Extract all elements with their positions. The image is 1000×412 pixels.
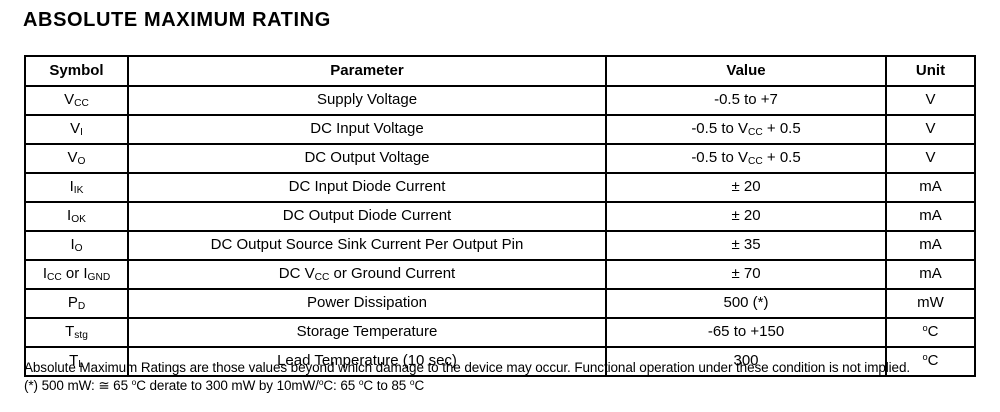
table-row: IOK DC Output Diode Current ± 20 mA	[24, 201, 976, 232]
unit-cell: mA	[885, 230, 976, 261]
table-row: Tstg Storage Temperature -65 to +150 oC	[24, 317, 976, 348]
unit-cell: mA	[885, 259, 976, 290]
symbol-cell: VCC	[24, 85, 129, 116]
symbol-cell: IOK	[24, 201, 129, 232]
parameter-cell: DC Output Voltage	[127, 143, 607, 174]
parameter-cell: Supply Voltage	[127, 85, 607, 116]
parameter-cell: DC VCC or Ground Current	[127, 259, 607, 290]
parameter-cell: DC Input Diode Current	[127, 172, 607, 203]
unit-cell: V	[885, 143, 976, 174]
value-cell: ± 20	[605, 172, 887, 203]
symbol-cell: Tstg	[24, 317, 129, 348]
unit-cell: V	[885, 85, 976, 116]
unit-cell: mA	[885, 201, 976, 232]
value-cell: ± 70	[605, 259, 887, 290]
column-header-value: Value	[605, 55, 887, 87]
unit-cell: oC	[885, 317, 976, 348]
symbol-cell: VO	[24, 143, 129, 174]
value-cell: -0.5 to +7	[605, 85, 887, 116]
table-row: PD Power Dissipation 500 (*) mW	[24, 288, 976, 319]
symbol-cell: IIK	[24, 172, 129, 203]
table-body: VCC Supply Voltage -0.5 to +7 V VI DC Input V…	[24, 85, 976, 377]
table-row: ICC or IGND DC VCC or Ground Current ± 70 m…	[24, 259, 976, 290]
table-row: VCC Supply Voltage -0.5 to +7 V	[24, 85, 976, 116]
value-cell: ± 20	[605, 201, 887, 232]
symbol-cell: ICC or IGND	[24, 259, 129, 290]
unit-cell: mA	[885, 172, 976, 203]
parameter-cell: DC Input Voltage	[127, 114, 607, 145]
footnote-general: Absolute Maximum Ratings are those value…	[24, 360, 911, 375]
table-row: VI DC Input Voltage -0.5 to VCC + 0.5 V	[24, 114, 976, 145]
value-cell: ± 35	[605, 230, 887, 261]
value-cell: -65 to +150	[605, 317, 887, 348]
header-row: Symbol Parameter Value Unit	[24, 55, 976, 87]
symbol-cell: IO	[24, 230, 129, 261]
symbol-cell: VI	[24, 114, 129, 145]
symbol-cell: PD	[24, 288, 129, 319]
page-title: ABSOLUTE MAXIMUM RATING	[23, 9, 331, 31]
parameter-cell: Lead Temperature (10 sec)	[127, 346, 607, 377]
parameter-cell: DC Output Source Sink Current Per Output…	[127, 230, 607, 261]
footnote-derating: (*) 500 mW: ≅ 65 oC derate to 300 mW by …	[24, 377, 425, 393]
unit-cell: V	[885, 114, 976, 145]
parameter-cell: Storage Temperature	[127, 317, 607, 348]
column-header-parameter: Parameter	[127, 55, 607, 87]
parameter-cell: DC Output Diode Current	[127, 201, 607, 232]
absolute-maximum-rating-table: Symbol Parameter Value Unit VCC Supply Vo…	[24, 55, 976, 377]
unit-cell: oC	[885, 346, 976, 377]
table-row: TL Lead Temperature (10 sec) 300 oC	[24, 346, 976, 377]
column-header-unit: Unit	[885, 55, 976, 87]
table-row: IO DC Output Source Sink Current Per Outp…	[24, 230, 976, 261]
value-cell: 300	[605, 346, 887, 377]
unit-cell: mW	[885, 288, 976, 319]
value-cell: 500 (*)	[605, 288, 887, 319]
parameter-cell: Power Dissipation	[127, 288, 607, 319]
value-cell: -0.5 to VCC + 0.5	[605, 143, 887, 174]
table-row: VO DC Output Voltage -0.5 to VCC + 0.5 V	[24, 143, 976, 174]
symbol-cell: TL	[24, 346, 129, 377]
column-header-symbol: Symbol	[24, 55, 129, 87]
value-cell: -0.5 to VCC + 0.5	[605, 114, 887, 145]
table-row: IIK DC Input Diode Current ± 20 mA	[24, 172, 976, 203]
